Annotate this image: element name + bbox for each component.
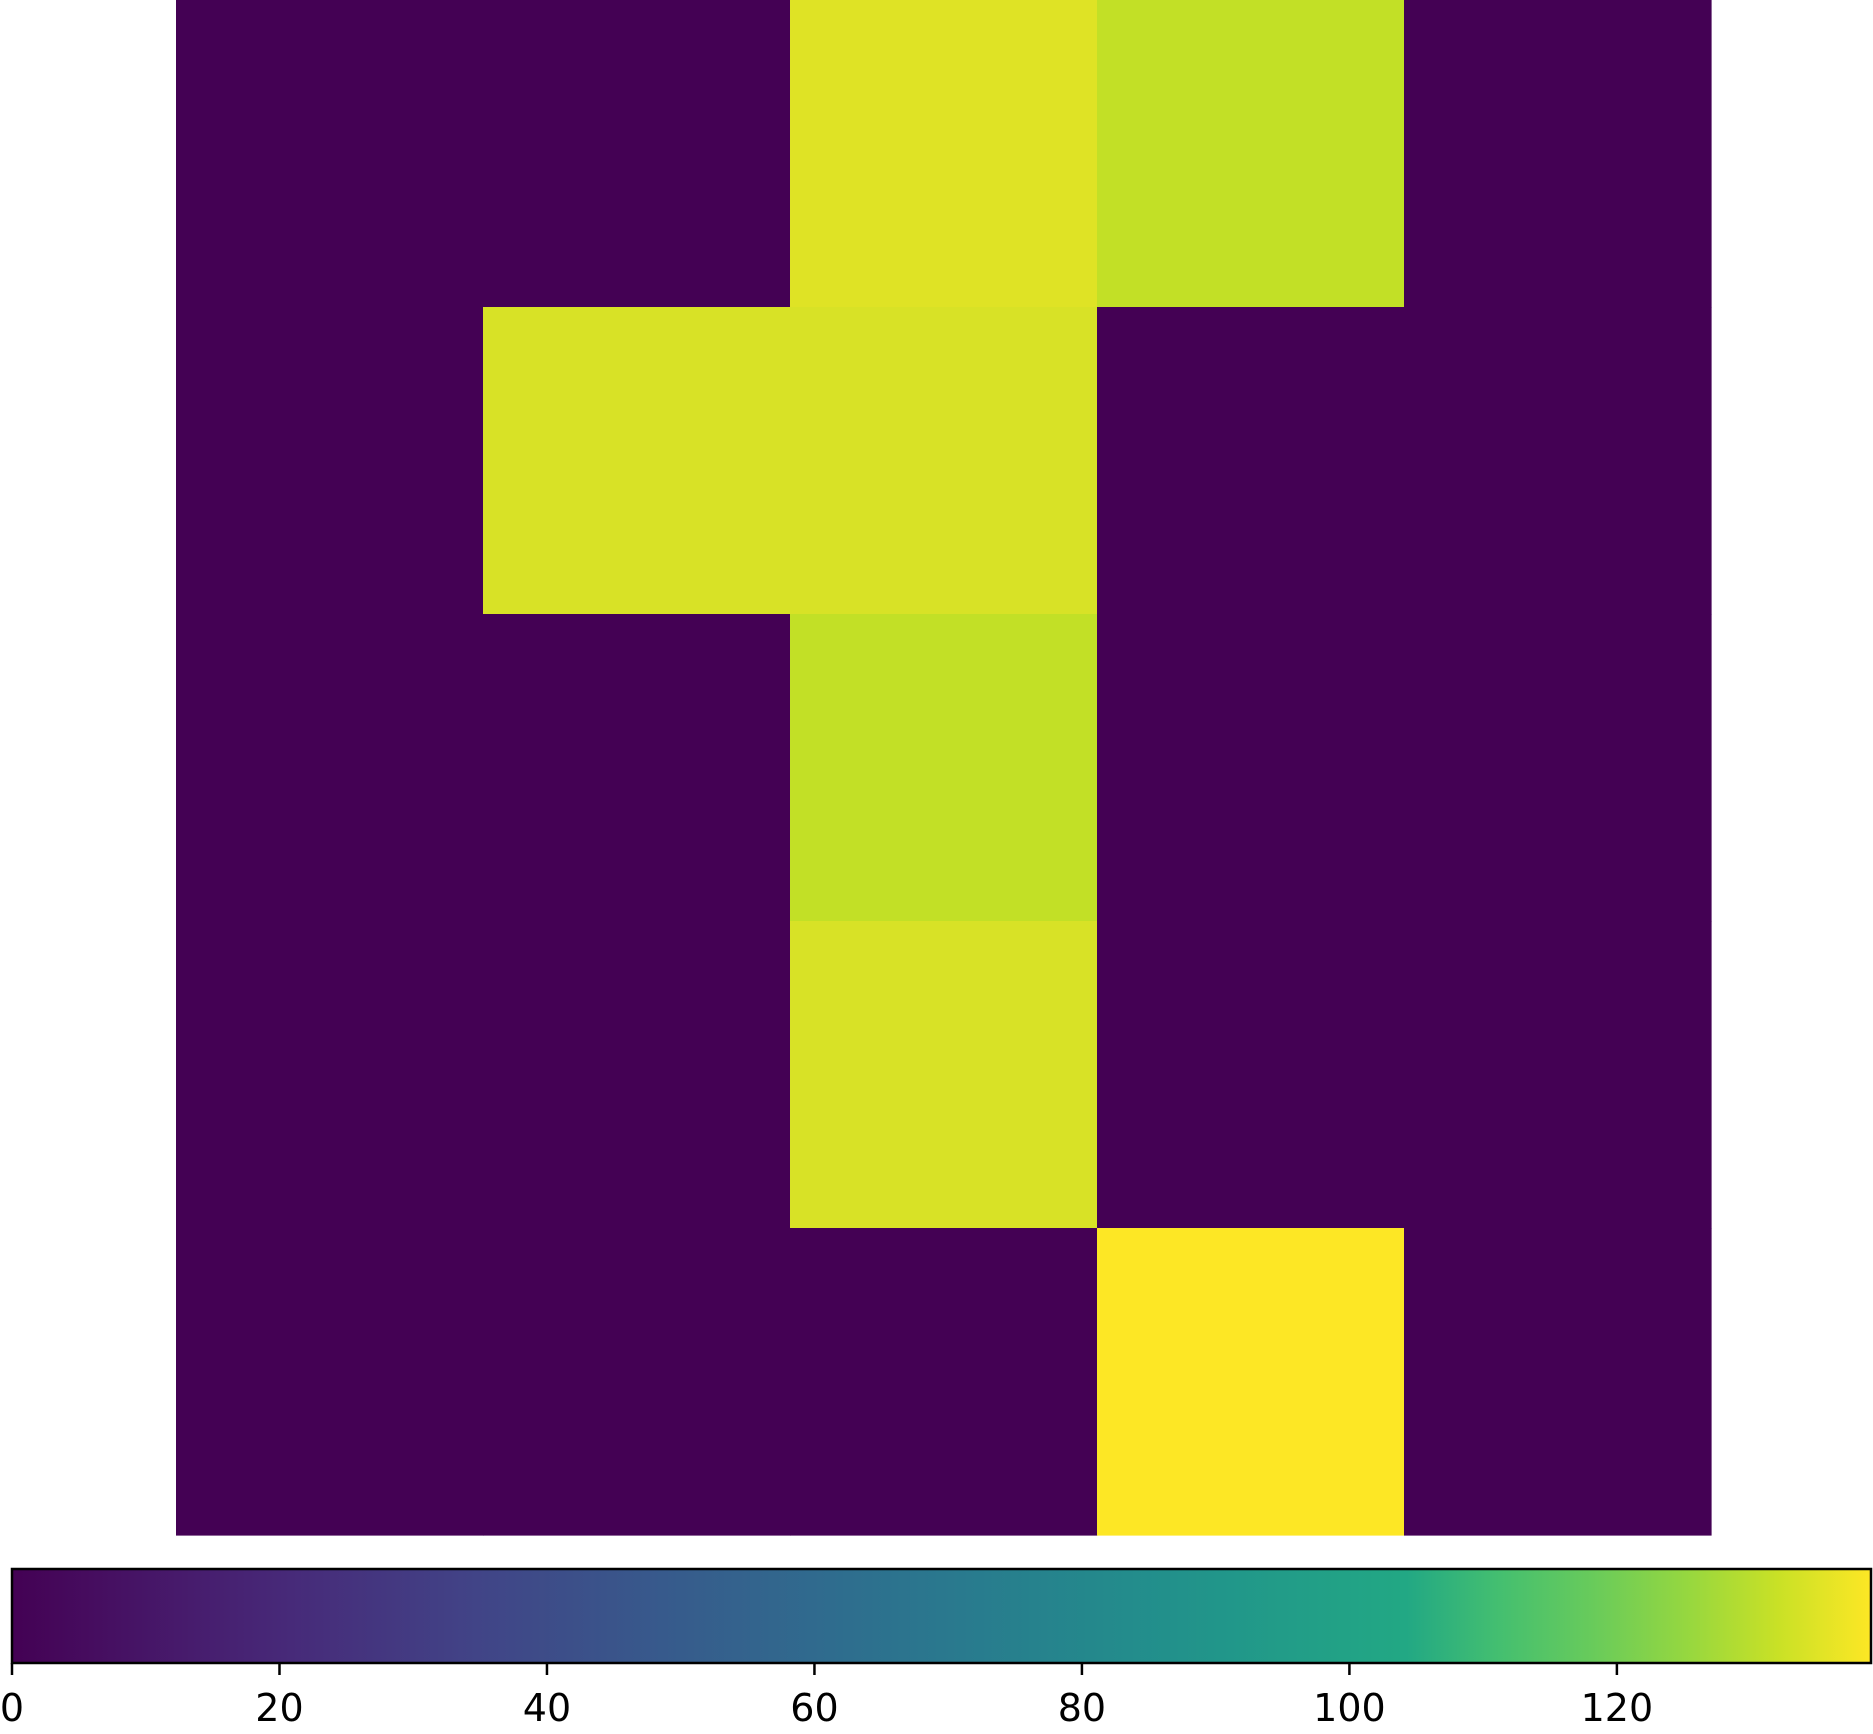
heatmap-cell-r3-c1 — [483, 921, 791, 1229]
colorbar-ticks: 0 20 40 60 80 100 120 — [0, 1663, 1653, 1730]
colorbar-tick-label: 120 — [1581, 1686, 1654, 1730]
colorbar-tick-label: 40 — [523, 1686, 571, 1730]
heatmap-cell-r0-c2 — [790, 0, 1098, 308]
colorbar-tick-label: 0 — [0, 1686, 24, 1730]
heatmap-cell-r2-c2 — [790, 614, 1098, 922]
heatmap-cell-r2-c4 — [1404, 614, 1712, 922]
heatmap-cell-r4-c4 — [1404, 1228, 1712, 1536]
heatmap-cell-r4-c0 — [176, 1228, 484, 1536]
colorbar-tick-label: 100 — [1313, 1686, 1386, 1730]
colorbar-tick-label: 80 — [1058, 1686, 1106, 1730]
heatmap-cell-r4-c1 — [483, 1228, 791, 1536]
colorbar-tick-label: 20 — [255, 1686, 303, 1730]
heatmap-cell-r3-c3 — [1097, 921, 1405, 1229]
heatmap-cell-r3-c0 — [176, 921, 484, 1229]
heatmap-cell-r3-c2 — [790, 921, 1098, 1229]
heatmap-cell-r1-c0 — [176, 307, 484, 615]
heatmap-cell-r2-c3 — [1097, 614, 1405, 922]
heatmap-cell-r2-c1 — [483, 614, 791, 922]
colorbar-gradient — [10, 1567, 1873, 1665]
heatmap-cell-r1-c2 — [790, 307, 1098, 615]
heatmap-cell-r3-c4 — [1404, 921, 1712, 1229]
heatmap-cell-r0-c4 — [1404, 0, 1712, 308]
heatmap-cell-r4-c2 — [790, 1228, 1098, 1536]
heatmap-cell-r0-c1 — [483, 0, 791, 308]
heatmap-cell-r2-c0 — [176, 614, 484, 922]
colorbar-tick-label: 60 — [790, 1686, 838, 1730]
heatmap-cell-r1-c4 — [1404, 307, 1712, 615]
heatmap-cell-r0-c0 — [176, 0, 484, 308]
heatmap-cell-r4-c3 — [1097, 1228, 1405, 1536]
colorbar: 0 20 40 60 80 100 120 — [0, 1567, 1873, 1730]
heatmap-cell-r1-c3 — [1097, 307, 1405, 615]
heatmap-cell-r0-c3 — [1097, 0, 1405, 308]
heatmap-grid — [176, 0, 1712, 1536]
heatmap-cell-r1-c1 — [483, 307, 791, 615]
